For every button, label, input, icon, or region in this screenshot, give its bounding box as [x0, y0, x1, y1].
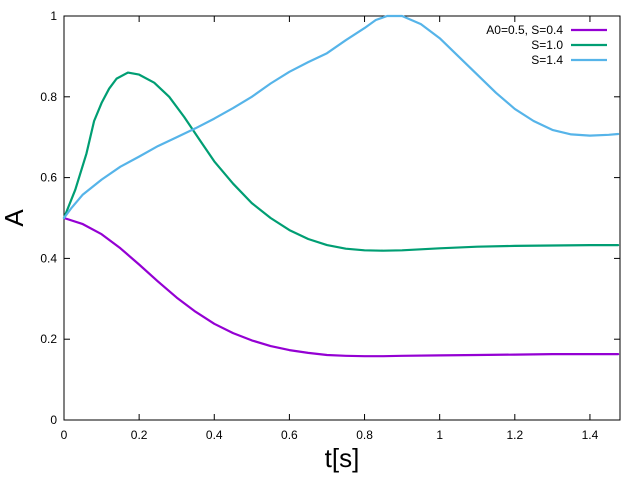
series-line [62, 71, 620, 252]
y-tick-label: 0.2 [40, 332, 57, 346]
y-tick-label: 0 [50, 413, 57, 427]
x-tick-label: 0.8 [356, 428, 373, 442]
x-tick-label: 0 [61, 428, 68, 442]
x-tick-label: 1.4 [582, 428, 599, 442]
y-tick-label: 0.4 [40, 251, 57, 265]
axis-ticks: 0 0.2 0.4 0.6 0.8 1 1.2 1.4 0 0.2 0.4 0.6 0.8 1 [40, 9, 620, 442]
series-lines [62, 14, 620, 358]
y-tick-label: 0.6 [40, 171, 57, 185]
plot-frame [63, 15, 621, 421]
x-tick-label: 1 [436, 428, 443, 442]
legend-label: S=1.4 [531, 53, 563, 67]
x-tick-label: 0.2 [131, 428, 148, 442]
x-tick-label: 0.4 [206, 428, 223, 442]
y-tick-label: 1 [50, 9, 57, 23]
x-tick-label: 0.6 [281, 428, 298, 442]
x-axis-label: t[s] [325, 443, 360, 473]
series-line [62, 14, 620, 220]
y-axis-label: A [0, 209, 29, 227]
y-tick-label: 0.8 [40, 90, 57, 104]
legend-label: A0=0.5, S=0.4 [486, 23, 563, 37]
series-line [62, 216, 620, 358]
x-tick-label: 1.2 [506, 428, 523, 442]
legend-label: S=1.0 [531, 38, 563, 52]
legend: A0=0.5, S=0.4S=1.0S=1.4 [486, 23, 607, 67]
